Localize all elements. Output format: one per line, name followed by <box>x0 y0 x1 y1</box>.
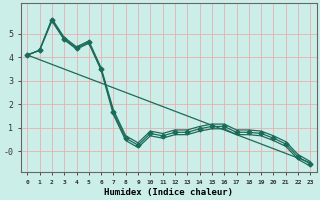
X-axis label: Humidex (Indice chaleur): Humidex (Indice chaleur) <box>104 188 233 197</box>
